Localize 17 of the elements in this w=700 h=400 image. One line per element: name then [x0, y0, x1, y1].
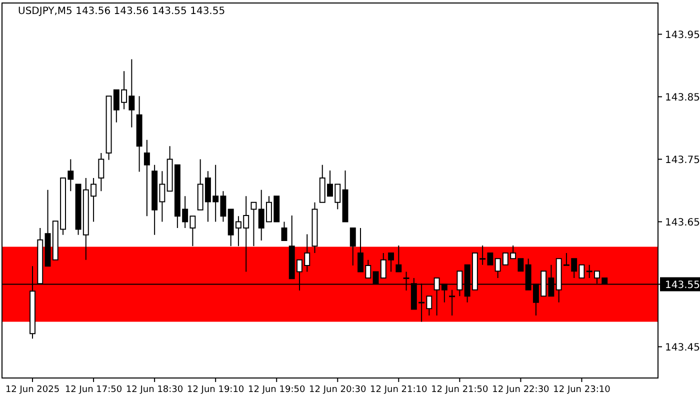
x-tick-label: 12 Jun 22:30	[492, 385, 550, 395]
y-tick-label: 143.65	[665, 217, 700, 228]
x-tick-label: 12 Jun 17:50	[64, 385, 122, 395]
x-tick-label: 12 Jun 21:50	[431, 385, 489, 395]
y-tick-label: 143.95	[665, 30, 700, 41]
x-tick-label: 12 Jun 18:30	[126, 385, 184, 395]
x-tick-label: 12 Jun 20:30	[309, 385, 366, 395]
x-tick-label: 12 Jun 19:50	[248, 385, 306, 395]
x-tick-label: 12 Jun 2025	[5, 385, 60, 395]
y-tick-label: 143.45	[665, 342, 700, 354]
y-tick-label: 143.55	[665, 280, 700, 291]
x-tick-label: 12 Jun 23:10	[553, 385, 611, 395]
x-tick-label: 12 Jun 21:10	[370, 385, 428, 395]
x-tick-label: 12 Jun 19:10	[186, 385, 244, 395]
y-tick-label: 143.75	[665, 154, 700, 166]
y-tick-label: 143.85	[665, 92, 700, 104]
chart-title: USDJPY,M5 143.56 143.56 143.55 143.55	[18, 6, 226, 17]
